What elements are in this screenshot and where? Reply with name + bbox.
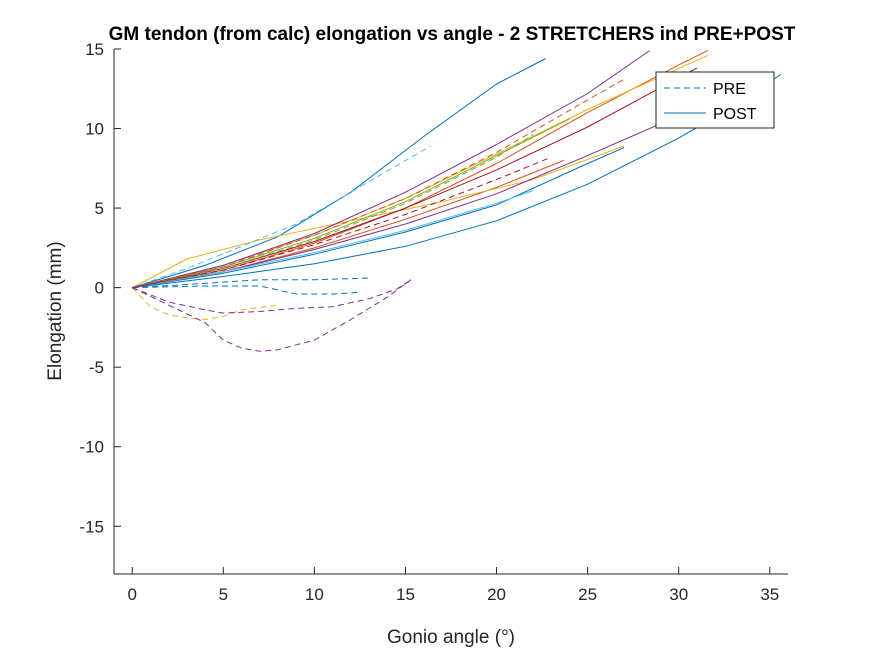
tick-labels: 0 5 10 15 20 25 30 35 -15 -10 -5 0 5 10 15 <box>79 40 779 604</box>
x-tick-label: 15 <box>396 585 415 604</box>
series-line-14 <box>132 285 360 295</box>
series-line-19 <box>132 134 534 289</box>
y-tick-label: -15 <box>79 517 104 536</box>
plot-area: 0 5 10 15 20 25 30 35 -15 -10 -5 0 5 10 15 <box>79 40 788 604</box>
axes-layer <box>113 48 788 575</box>
y-tick-label: 10 <box>85 120 104 139</box>
x-axis-label: Gonio angle (°) <box>387 627 515 648</box>
series-line-2 <box>132 147 625 289</box>
x-tick-label: 20 <box>487 585 506 604</box>
chart-title: GM tendon (from calc) elongation vs angl… <box>109 24 796 45</box>
series-line-7 <box>132 50 650 289</box>
legend-entry-pre: PRE <box>713 81 746 98</box>
series-line-0 <box>132 58 546 289</box>
x-tick-label: 35 <box>760 585 779 604</box>
x-tick-label: 30 <box>669 585 688 604</box>
x-tick-label: 5 <box>219 585 228 604</box>
series-line-18 <box>132 78 625 289</box>
x-tick-label: 25 <box>578 585 597 604</box>
axes-background <box>114 49 788 574</box>
y-tick-label: 5 <box>95 199 104 218</box>
y-tick-label: 0 <box>95 279 104 298</box>
legend: PRE POST <box>655 71 775 129</box>
legend-entry-post: POST <box>713 106 757 123</box>
series-line-13 <box>132 277 370 289</box>
series-layer <box>131 50 781 352</box>
y-tick-label: -10 <box>79 438 104 457</box>
series-line-17 <box>131 279 412 352</box>
series-line-20 <box>132 156 552 289</box>
x-tick-label: 0 <box>127 585 136 604</box>
x-tick-label: 10 <box>305 585 324 604</box>
series-line-10 <box>132 190 534 289</box>
y-axis-label: Elongation (mm) <box>45 241 66 380</box>
y-tick-label: 15 <box>85 40 104 59</box>
legend-box <box>655 71 775 129</box>
series-line-12 <box>132 145 432 289</box>
y-tick-label: -5 <box>89 358 104 377</box>
